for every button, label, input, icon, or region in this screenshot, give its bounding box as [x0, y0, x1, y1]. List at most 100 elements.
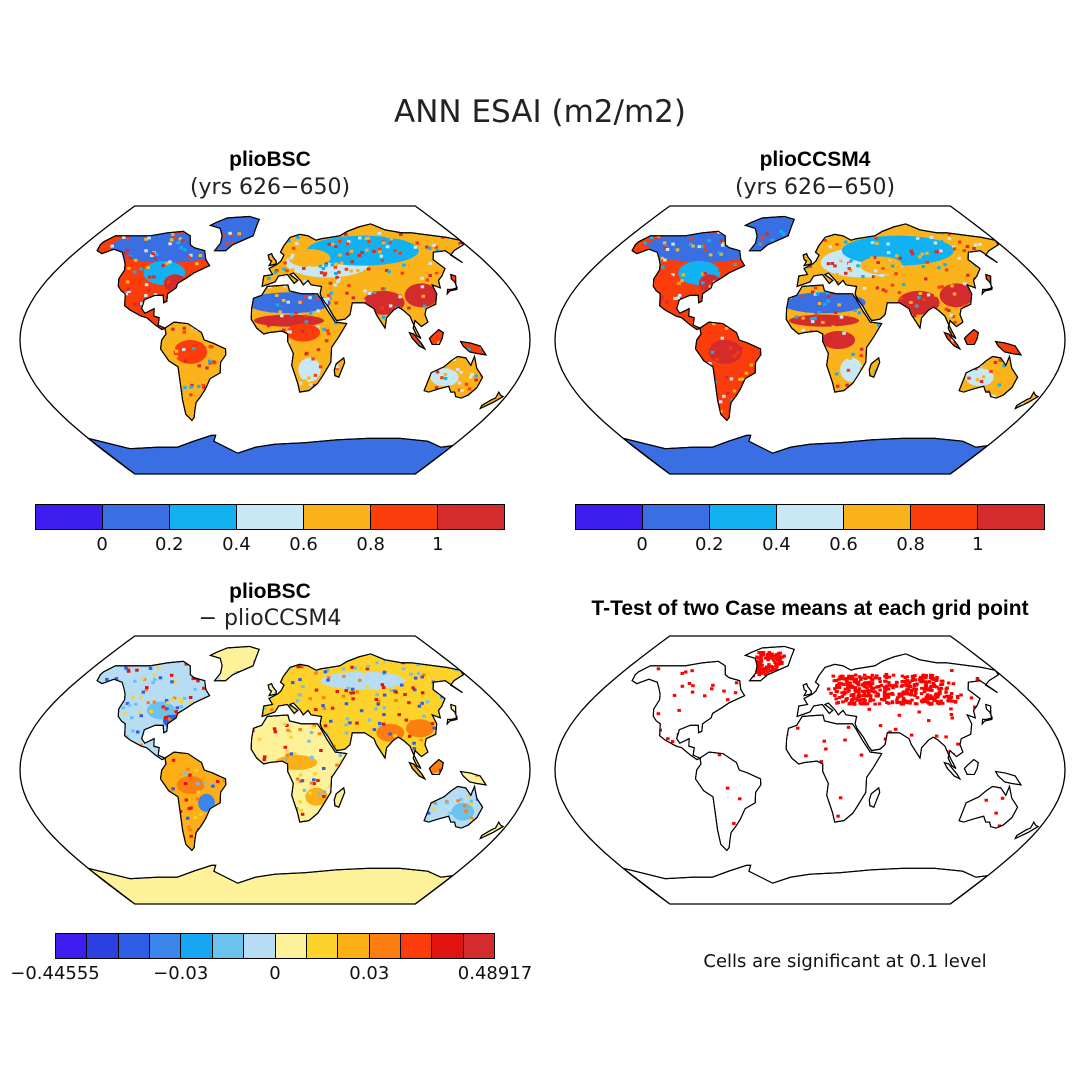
- grid-cell: [673, 408, 677, 412]
- grid-cell: [609, 387, 613, 390]
- grid-cell: [74, 290, 78, 293]
- grid-cell: [385, 235, 390, 238]
- grid-cell: [63, 390, 67, 393]
- grid-cell: [310, 755, 314, 759]
- grid-cell: [180, 295, 185, 298]
- colorbar-segment: [237, 505, 304, 529]
- grid-cell: [789, 314, 793, 318]
- grid-cell: [735, 287, 740, 291]
- grid-cell: [708, 393, 713, 397]
- grid-cell: [300, 779, 305, 783]
- grid-cell: [811, 399, 816, 402]
- significant-cell: [738, 797, 742, 801]
- grid-cell: [889, 313, 893, 317]
- grid-cell: [958, 240, 962, 244]
- grid-cell: [387, 299, 392, 303]
- grid-cell: [456, 799, 460, 803]
- grid-cell: [464, 338, 468, 342]
- significant-cell: [848, 701, 852, 705]
- grid-cell: [702, 421, 706, 425]
- coastline: [208, 215, 260, 252]
- grid-cell: [124, 786, 128, 790]
- significant-cell: [950, 716, 954, 720]
- grid-cell: [305, 831, 309, 835]
- grid-cell: [940, 363, 944, 367]
- grid-cell: [700, 379, 705, 383]
- grid-cell: [258, 784, 263, 788]
- grid-cell: [473, 397, 477, 400]
- grid-cell: [36, 728, 40, 731]
- grid-cell: [108, 733, 112, 737]
- significant-cell: [922, 751, 926, 755]
- grid-cell: [930, 419, 934, 423]
- significant-cell: [895, 681, 899, 685]
- grid-cell: [258, 235, 263, 239]
- grid-cell: [284, 231, 288, 235]
- grid-cell: [273, 384, 278, 388]
- grid-cell: [766, 374, 771, 378]
- grid-cell: [499, 734, 504, 737]
- grid-cell: [416, 671, 421, 675]
- grid-cell: [257, 737, 262, 741]
- grid-cell: [61, 344, 65, 347]
- grid-cell: [248, 838, 252, 842]
- grid-cell: [755, 290, 759, 294]
- colorbar-segment: [181, 934, 213, 958]
- grid-cell: [41, 328, 45, 331]
- grid-cell: [130, 716, 134, 720]
- significant-cell: [874, 685, 879, 689]
- grid-cell: [339, 759, 343, 763]
- grid-cell: [311, 383, 316, 387]
- grid-cell: [732, 354, 737, 358]
- grid-cell: [761, 327, 765, 331]
- grid-cell: [121, 706, 125, 710]
- grid-cell: [283, 722, 287, 726]
- significant-cell: [895, 698, 899, 702]
- grid-cell: [92, 843, 97, 846]
- grid-cell: [850, 318, 854, 322]
- significant-cell: [932, 698, 936, 702]
- grid-cell: [273, 270, 278, 274]
- grid-cell: [323, 367, 327, 371]
- grid-cell: [230, 834, 234, 838]
- grid-cell: [293, 817, 297, 821]
- significant-cell: [826, 687, 831, 691]
- grid-cell: [936, 400, 940, 404]
- grid-cell: [186, 418, 190, 422]
- grid-cell: [144, 283, 149, 287]
- significant-cell: [900, 683, 905, 687]
- grid-cell: [103, 278, 107, 282]
- grid-cell: [939, 249, 943, 253]
- grid-cell: [120, 764, 124, 768]
- significant-cell: [1017, 787, 1022, 790]
- grid-cell: [274, 353, 279, 357]
- significant-cell: [721, 735, 726, 738]
- grid-cell: [877, 394, 882, 398]
- grid-cell: [113, 314, 117, 317]
- grid-cell: [388, 732, 392, 736]
- grid-cell: [962, 249, 967, 253]
- grid-cell: [843, 288, 847, 292]
- grid-cell: [45, 735, 49, 738]
- significant-cell: [607, 828, 611, 831]
- grid-cell: [504, 719, 508, 722]
- grid-cell: [669, 274, 673, 278]
- significant-cell: [854, 677, 858, 681]
- significant-cell: [938, 689, 942, 693]
- grid-cell: [67, 384, 71, 387]
- grid-cell: [748, 409, 752, 413]
- grid-cell: [48, 796, 52, 799]
- grid-cell: [244, 243, 248, 247]
- grid-cell: [95, 354, 100, 357]
- grid-cell: [1046, 363, 1050, 366]
- grid-cell: [1027, 356, 1031, 360]
- grid-cell: [845, 383, 849, 387]
- grid-cell: [842, 331, 846, 335]
- grid-cell: [88, 350, 89, 354]
- coastline: [694, 321, 762, 422]
- significant-cell: [850, 693, 854, 697]
- grid-cell: [618, 250, 622, 253]
- grid-cell: [61, 364, 65, 367]
- significant-cell: [637, 758, 641, 762]
- grid-cell: [812, 345, 816, 349]
